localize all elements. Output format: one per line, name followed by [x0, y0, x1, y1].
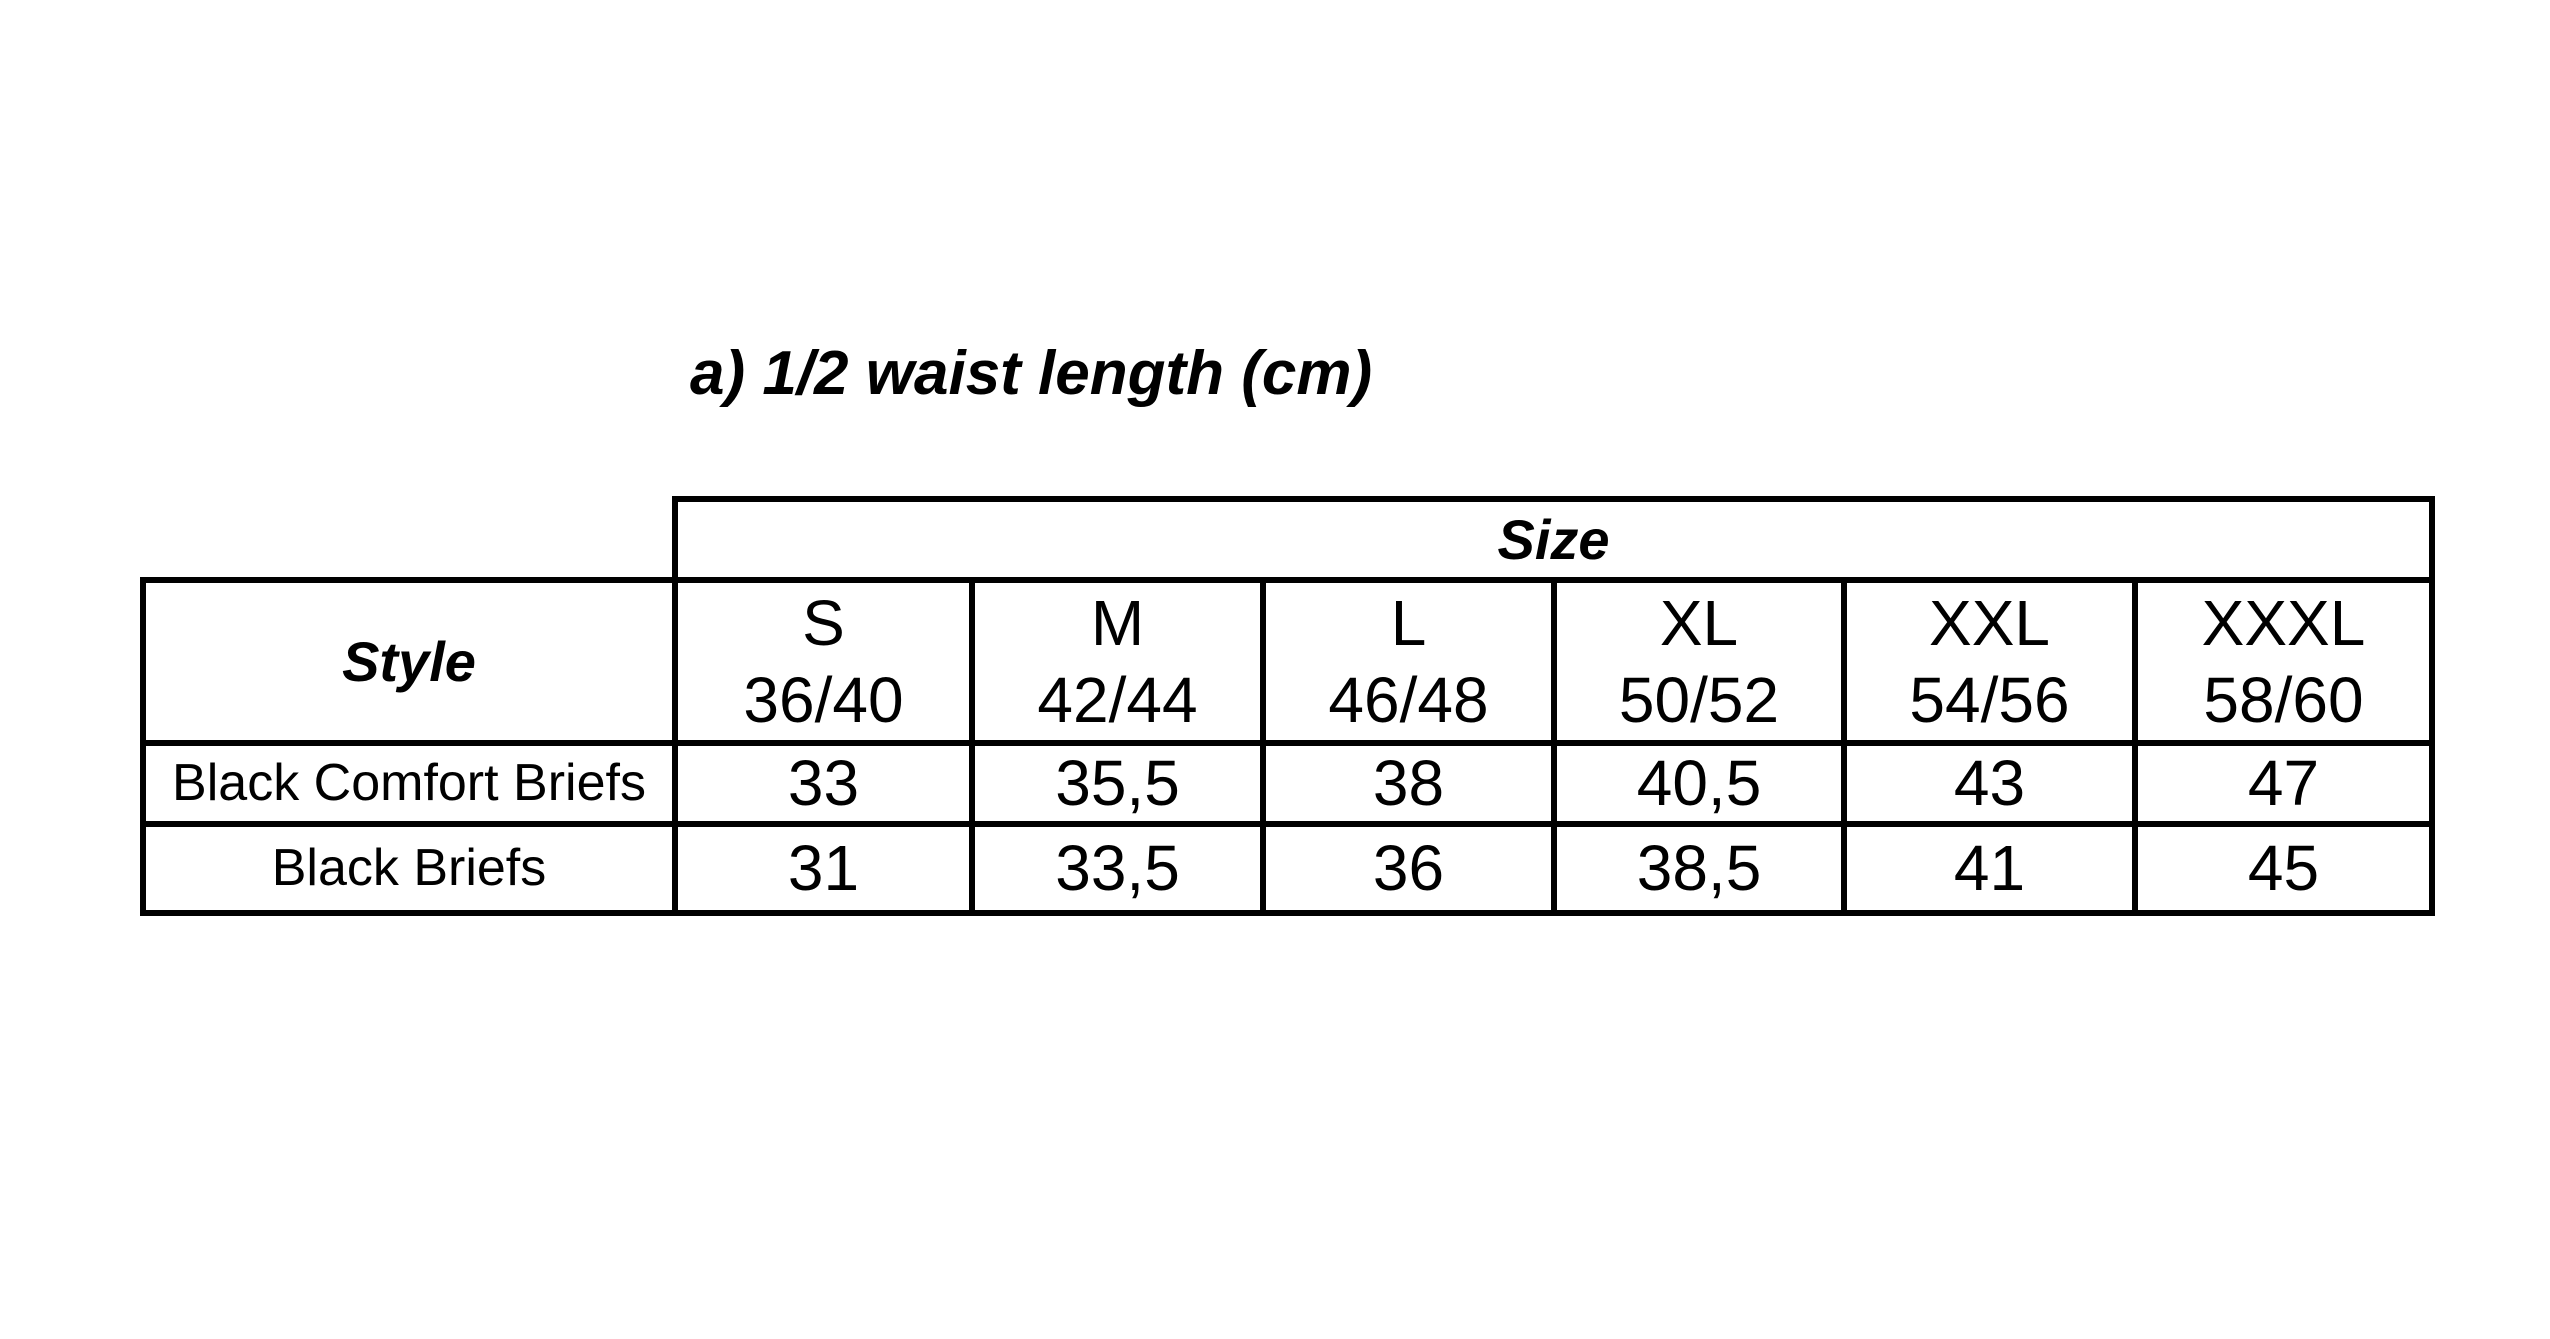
waist-value: 33	[787, 747, 860, 820]
value-cell: 38,5	[1551, 821, 1847, 916]
size-label: S	[802, 586, 845, 659]
value-cell: 40,5	[1551, 740, 1847, 827]
size-range: 46/48	[1328, 663, 1489, 736]
size-header: Size	[1497, 507, 1610, 571]
size-label: M	[1090, 586, 1145, 659]
size-column-header: L 46/48	[1260, 577, 1557, 746]
size-label: L	[1390, 586, 1427, 659]
size-label: XXL	[1929, 586, 2050, 659]
size-column-header: XXL 54/56	[1841, 577, 2138, 746]
style-header: Style	[342, 629, 476, 693]
value-cell: 47	[2132, 740, 2435, 827]
waist-value: 36	[1372, 832, 1445, 905]
waist-value: 35,5	[1055, 747, 1180, 820]
waist-value: 31	[787, 832, 860, 905]
size-label: XXXL	[2201, 586, 2366, 659]
value-cell: 33,5	[969, 821, 1266, 916]
size-header-cell: Size	[672, 496, 2435, 583]
waist-value: 38,5	[1636, 832, 1762, 905]
value-cell: 33	[672, 740, 975, 827]
size-column-header: M 42/44	[969, 577, 1266, 746]
waist-value: 41	[1953, 832, 2026, 905]
size-range: 58/60	[2203, 663, 2364, 736]
style-cell: Black Briefs	[140, 821, 678, 916]
value-cell: 35,5	[969, 740, 1266, 827]
size-label: XL	[1659, 586, 1739, 659]
size-range: 54/56	[1909, 663, 2070, 736]
waist-value: 47	[2247, 747, 2320, 820]
value-cell: 41	[1841, 821, 2138, 916]
size-range: 36/40	[743, 663, 904, 736]
style-cell: Black Comfort Briefs	[140, 740, 678, 827]
value-cell: 31	[672, 821, 975, 916]
style-name: Black Comfort Briefs	[172, 754, 646, 813]
value-cell: 36	[1260, 821, 1557, 916]
size-column-header: S 36/40	[672, 577, 975, 746]
waist-value: 40,5	[1636, 747, 1762, 820]
waist-value: 38	[1372, 747, 1445, 820]
size-range: 50/52	[1618, 663, 1780, 736]
waist-value: 43	[1953, 747, 2026, 820]
size-column-header: XXXL 58/60	[2132, 577, 2435, 746]
size-range: 42/44	[1037, 663, 1198, 736]
style-name: Black Briefs	[271, 839, 547, 898]
value-cell: 45	[2132, 821, 2435, 916]
waist-value: 45	[2247, 832, 2320, 905]
style-header-cell: Style	[140, 577, 678, 746]
size-column-header: XL 50/52	[1551, 577, 1847, 746]
table-title: a) 1/2 waist length (cm)	[690, 339, 1373, 408]
waist-value: 33,5	[1055, 832, 1180, 905]
value-cell: 38	[1260, 740, 1557, 827]
value-cell: 43	[1841, 740, 2138, 827]
